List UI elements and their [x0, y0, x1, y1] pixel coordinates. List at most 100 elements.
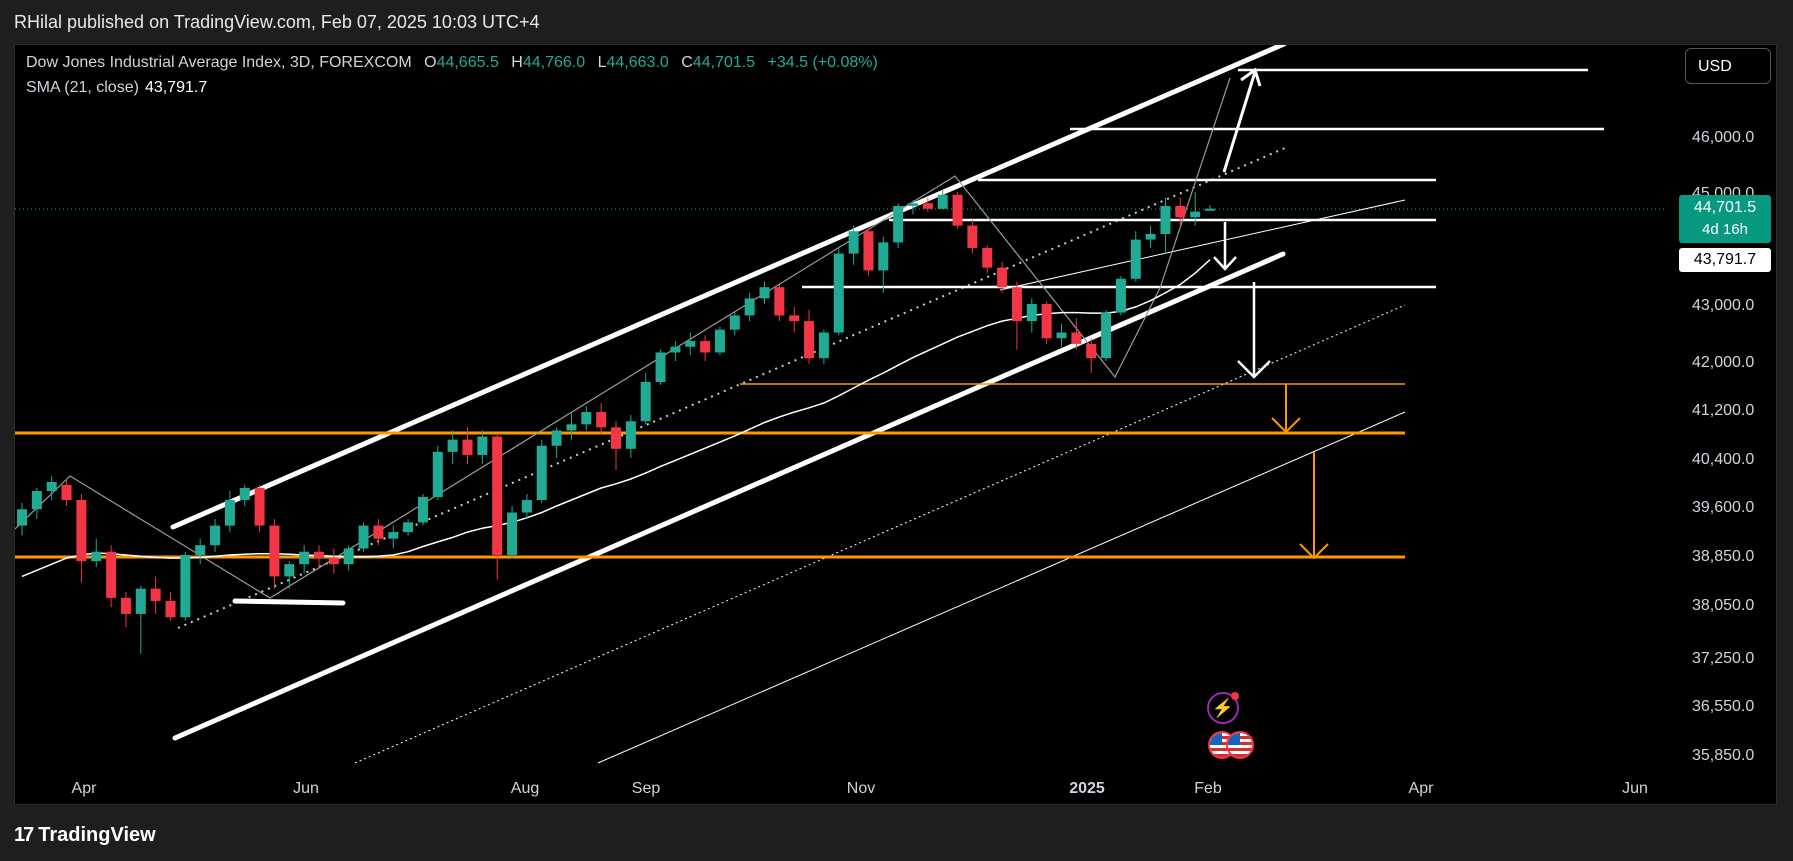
last-price-tag: 44,701.5 4d 16h	[1679, 195, 1771, 243]
x-tick-label: Feb	[1194, 780, 1222, 797]
candle-body	[878, 242, 889, 271]
candle-body	[358, 525, 369, 549]
lightning-event-icon[interactable]: ⚡	[1207, 692, 1239, 724]
candle-body	[462, 439, 473, 455]
candle-body	[863, 231, 874, 271]
drawing-layer	[15, 45, 1665, 764]
x-tick-label: Nov	[847, 780, 875, 797]
up-target-arrow	[1222, 67, 1262, 173]
candle-body	[314, 551, 324, 559]
candle-body	[774, 287, 785, 316]
tv-mark-icon: 17	[14, 824, 34, 846]
candle-body	[982, 248, 993, 268]
candle-body	[581, 412, 592, 425]
y-tick-label: 35,850.0	[1692, 747, 1754, 764]
candle-body	[180, 555, 191, 618]
candle-body	[1086, 343, 1097, 359]
candle-body	[373, 525, 384, 539]
sma-value: 43,791.7	[144, 79, 208, 96]
low-label: L	[597, 54, 607, 71]
candle-body	[818, 332, 829, 359]
tradingview-logo[interactable]: 17 TradingView	[14, 824, 156, 847]
candle-body	[611, 427, 621, 449]
y-tick-label: 46,000.0	[1692, 129, 1754, 146]
candle-body	[848, 231, 859, 254]
candle-body	[165, 600, 176, 618]
channel-lower-line	[172, 251, 1286, 741]
candle-body	[507, 512, 518, 555]
candle-body	[239, 488, 250, 500]
candle-body	[135, 588, 146, 614]
candle-body	[210, 525, 221, 546]
bar-countdown: 4d 16h	[1702, 221, 1748, 238]
down-target-arrow	[1237, 282, 1271, 379]
candle-body	[299, 551, 310, 565]
y-tick-label: 38,850.0	[1692, 548, 1754, 565]
x-tick-label: Jun	[1622, 780, 1648, 797]
currency-button[interactable]: USD	[1685, 48, 1771, 84]
candle-body	[1130, 239, 1141, 279]
candle-body	[566, 424, 577, 431]
candle-body	[343, 548, 354, 565]
y-tick-label: 38,050.0	[1692, 597, 1754, 614]
candle-body	[1115, 278, 1126, 313]
candle-body	[17, 509, 27, 526]
zigzag-path	[15, 77, 1231, 599]
x-tick-label: Apr	[72, 780, 98, 797]
candle-body	[1041, 304, 1052, 339]
candle-body	[714, 329, 725, 353]
candle-body	[1101, 312, 1112, 359]
candle-body	[46, 482, 57, 491]
open-value: 44,665.5	[436, 54, 499, 71]
high-label: H	[511, 54, 523, 71]
x-tick-label: Aug	[511, 780, 539, 797]
symbol-legend: Dow Jones Industrial Average Index, 3D, …	[26, 54, 878, 72]
last-price-value: 44,701.5	[1693, 199, 1757, 216]
short-down-arrow	[1213, 222, 1237, 271]
candle-body	[759, 287, 770, 299]
sma-price-tag: 43,791.7	[1679, 248, 1771, 272]
candle-body	[908, 203, 918, 206]
sma-label: SMA (21, close)	[26, 79, 139, 96]
candle-body	[91, 551, 102, 562]
lower-parallel-line	[597, 411, 1406, 764]
candle-body	[417, 497, 428, 523]
us-flag-icon[interactable]	[1226, 731, 1254, 759]
candle-body	[120, 597, 131, 614]
candle-body	[922, 203, 933, 209]
y-tick-label: 42,000.0	[1692, 354, 1754, 371]
candle-body	[224, 500, 235, 526]
candle-body	[432, 451, 443, 497]
candle-body	[61, 485, 72, 500]
candle-body	[789, 315, 800, 322]
candle-body	[1026, 304, 1037, 322]
candle-body	[1190, 211, 1201, 218]
support-bar-june	[232, 598, 346, 606]
candle-body	[195, 545, 206, 555]
candle-body	[729, 315, 740, 330]
mid-channel-dotted-line	[354, 304, 1406, 764]
notification-dot	[1231, 692, 1239, 700]
candle-body	[106, 551, 117, 598]
candle-body	[804, 321, 815, 359]
candle-body	[1175, 206, 1186, 218]
bottom-bar	[0, 805, 1793, 861]
candle-body	[685, 341, 696, 347]
candle-body	[1145, 234, 1156, 240]
midline-dotted	[177, 147, 1286, 629]
candle-body	[997, 267, 1008, 288]
top-bar: RHilal published on TradingView.com, Feb…	[0, 0, 1793, 44]
candle-body	[477, 436, 488, 455]
y-tick-label: 43,000.0	[1692, 297, 1754, 314]
y-tick-label: 37,250.0	[1692, 650, 1754, 667]
publisher-text: RHilal published on TradingView.com, Feb…	[14, 12, 540, 32]
sma-legend[interactable]: SMA (21, close) 43,791.7	[26, 79, 207, 97]
y-tick-label: 39,600.0	[1692, 499, 1754, 516]
brand-name: TradingView	[38, 824, 156, 846]
candle-body	[744, 298, 755, 316]
orange-target-arrow-2	[1299, 452, 1329, 560]
candle-body	[952, 194, 963, 226]
candle-body	[447, 439, 458, 452]
candle-body	[1205, 208, 1215, 211]
